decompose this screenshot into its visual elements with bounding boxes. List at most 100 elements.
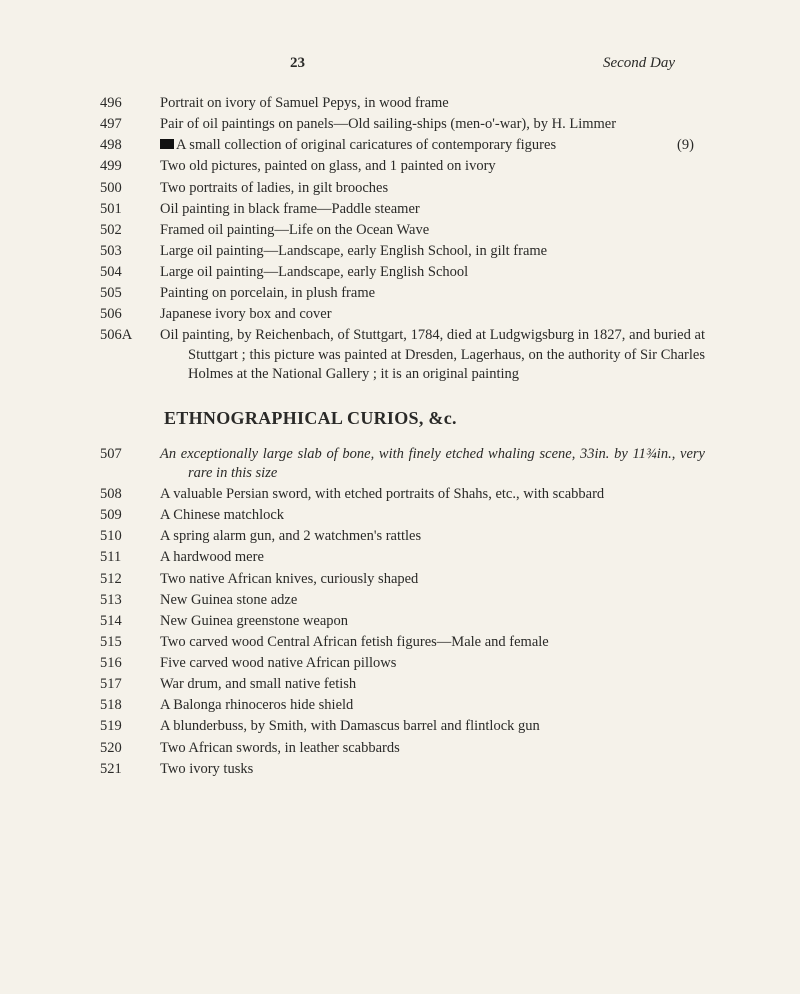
lot-description: Five carved wood native African pillows bbox=[160, 654, 705, 673]
lot-text: Two carved wood Central African fetish f… bbox=[160, 634, 549, 650]
lot-description: War drum, and small native fetish bbox=[160, 675, 705, 694]
lot-entry: 517War drum, and small native fetish bbox=[100, 675, 705, 694]
lot-entry: 505Painting on porcelain, in plush frame bbox=[100, 284, 705, 303]
lot-number: 496 bbox=[100, 94, 160, 113]
lot-number: 498 bbox=[100, 136, 160, 155]
lot-number: 521 bbox=[100, 760, 160, 779]
page-header: 23 Second Day bbox=[100, 55, 705, 72]
lot-text: Large oil painting—Landscape, early Engl… bbox=[160, 264, 468, 280]
lot-number: 504 bbox=[100, 263, 160, 282]
lot-description: Painting on porcelain, in plush frame bbox=[160, 284, 705, 303]
lot-entry: 498 A small collection of original carica… bbox=[100, 136, 705, 155]
lot-description: Portrait on ivory of Samuel Pepys, in wo… bbox=[160, 94, 705, 113]
lot-description: Framed oil painting—Life on the Ocean Wa… bbox=[160, 221, 705, 240]
lot-number: 512 bbox=[100, 570, 160, 589]
lot-entry: 520Two African swords, in leather scabba… bbox=[100, 739, 705, 758]
lot-description: Two old pictures, painted on glass, and … bbox=[160, 157, 705, 176]
page-number: 23 bbox=[290, 55, 305, 72]
lot-number: 503 bbox=[100, 242, 160, 261]
lot-description: Two African swords, in leather scabbards bbox=[160, 739, 705, 758]
lot-text: A small collection of original caricatur… bbox=[176, 137, 556, 153]
lot-description: A blunderbuss, by Smith, with Damascus b… bbox=[160, 717, 705, 736]
lot-text: Two native African knives, curiously sha… bbox=[160, 571, 418, 587]
lot-entry: 510A spring alarm gun, and 2 watchmen's … bbox=[100, 527, 705, 546]
lot-number: 505 bbox=[100, 284, 160, 303]
lot-description: A spring alarm gun, and 2 watchmen's rat… bbox=[160, 527, 705, 546]
lot-number: 519 bbox=[100, 717, 160, 736]
lot-number: 513 bbox=[100, 591, 160, 610]
lot-text: Two African swords, in leather scabbards bbox=[160, 740, 400, 756]
lot-text: A hardwood mere bbox=[160, 549, 264, 565]
lot-list-section-2: 507An exceptionally large slab of bone, … bbox=[100, 445, 705, 779]
lot-text: A valuable Persian sword, with etched po… bbox=[160, 486, 604, 502]
lot-number: 514 bbox=[100, 612, 160, 631]
lot-text: Five carved wood native African pillows bbox=[160, 655, 396, 671]
lot-text: A Chinese matchlock bbox=[160, 507, 284, 523]
lot-entry: 508A valuable Persian sword, with etched… bbox=[100, 485, 705, 504]
lot-description: Oil painting, by Reichenbach, of Stuttga… bbox=[160, 326, 705, 383]
lot-text: Oil painting in black frame—Paddle steam… bbox=[160, 201, 420, 217]
lot-description: A Balonga rhinoceros hide shield bbox=[160, 696, 705, 715]
lot-description: Two portraits of ladies, in gilt brooche… bbox=[160, 179, 705, 198]
lot-number: 497 bbox=[100, 115, 160, 134]
day-label: Second Day bbox=[603, 55, 675, 72]
lot-entry: 500Two portraits of ladies, in gilt broo… bbox=[100, 179, 705, 198]
lot-entry: 501Oil painting in black frame—Paddle st… bbox=[100, 200, 705, 219]
lot-list-section-1: 496Portrait on ivory of Samuel Pepys, in… bbox=[100, 94, 705, 384]
lot-entry: 507An exceptionally large slab of bone, … bbox=[100, 445, 705, 483]
lot-entry: 515Two carved wood Central African fetis… bbox=[100, 633, 705, 652]
lot-text: New Guinea stone adze bbox=[160, 592, 297, 608]
lot-text: Oil painting, by Reichenbach, of Stuttga… bbox=[160, 327, 705, 381]
lot-entry: 506AOil painting, by Reichenbach, of Stu… bbox=[100, 326, 705, 383]
lot-description: Oil painting in black frame—Paddle steam… bbox=[160, 200, 705, 219]
lot-text: War drum, and small native fetish bbox=[160, 676, 356, 692]
lot-entry: 504Large oil painting—Landscape, early E… bbox=[100, 263, 705, 282]
lot-description: Large oil painting—Landscape, early Engl… bbox=[160, 263, 705, 282]
lot-description: Large oil painting—Landscape, early Engl… bbox=[160, 242, 705, 261]
lot-text: Large oil painting—Landscape, early Engl… bbox=[160, 243, 547, 259]
lot-text: Two portraits of ladies, in gilt brooche… bbox=[160, 180, 388, 196]
lot-number: 506A bbox=[100, 326, 160, 345]
lot-entry: 496Portrait on ivory of Samuel Pepys, in… bbox=[100, 94, 705, 113]
lot-description: Two carved wood Central African fetish f… bbox=[160, 633, 705, 652]
lot-description: Pair of oil paintings on panels—Old sail… bbox=[160, 115, 705, 134]
lot-number: 520 bbox=[100, 739, 160, 758]
lot-text: Two ivory tusks bbox=[160, 761, 253, 777]
lot-entry: 521Two ivory tusks bbox=[100, 760, 705, 779]
lot-number: 517 bbox=[100, 675, 160, 694]
lot-text: A Balonga rhinoceros hide shield bbox=[160, 697, 353, 713]
lot-description: A small collection of original caricatur… bbox=[160, 136, 705, 155]
lot-text: Japanese ivory box and cover bbox=[160, 306, 332, 322]
lot-entry: 513New Guinea stone adze bbox=[100, 591, 705, 610]
lot-number: 511 bbox=[100, 548, 160, 567]
lot-text: Painting on porcelain, in plush frame bbox=[160, 285, 375, 301]
lot-text: A spring alarm gun, and 2 watchmen's rat… bbox=[160, 528, 421, 544]
section-heading: ETHNOGRAPHICAL CURIOS, &c. bbox=[164, 408, 705, 429]
lot-description: A valuable Persian sword, with etched po… bbox=[160, 485, 705, 504]
lot-entry: 506Japanese ivory box and cover bbox=[100, 305, 705, 324]
lot-description: A hardwood mere bbox=[160, 548, 705, 567]
lot-entry: 514New Guinea greenstone weapon bbox=[100, 612, 705, 631]
lot-number: 515 bbox=[100, 633, 160, 652]
lot-number: 502 bbox=[100, 221, 160, 240]
lot-text: Portrait on ivory of Samuel Pepys, in wo… bbox=[160, 95, 449, 111]
lot-text: An exceptionally large slab of bone, wit… bbox=[160, 446, 705, 481]
lot-entry: 518A Balonga rhinoceros hide shield bbox=[100, 696, 705, 715]
lot-text: A blunderbuss, by Smith, with Damascus b… bbox=[160, 718, 540, 734]
lot-entry: 512Two native African knives, curiously … bbox=[100, 570, 705, 589]
lot-description: New Guinea stone adze bbox=[160, 591, 705, 610]
lot-number: 510 bbox=[100, 527, 160, 546]
lot-description: New Guinea greenstone weapon bbox=[160, 612, 705, 631]
lot-number: 499 bbox=[100, 157, 160, 176]
lot-number: 507 bbox=[100, 445, 160, 464]
lot-number: 506 bbox=[100, 305, 160, 324]
lot-entry: 511A hardwood mere bbox=[100, 548, 705, 567]
lot-description: A Chinese matchlock bbox=[160, 506, 705, 525]
lot-text: New Guinea greenstone weapon bbox=[160, 613, 348, 629]
lot-mark-icon bbox=[160, 139, 174, 149]
lot-entry: 502Framed oil painting—Life on the Ocean… bbox=[100, 221, 705, 240]
lot-number: 500 bbox=[100, 179, 160, 198]
lot-number: 509 bbox=[100, 506, 160, 525]
lot-description: An exceptionally large slab of bone, wit… bbox=[160, 445, 705, 483]
lot-description: Two ivory tusks bbox=[160, 760, 705, 779]
